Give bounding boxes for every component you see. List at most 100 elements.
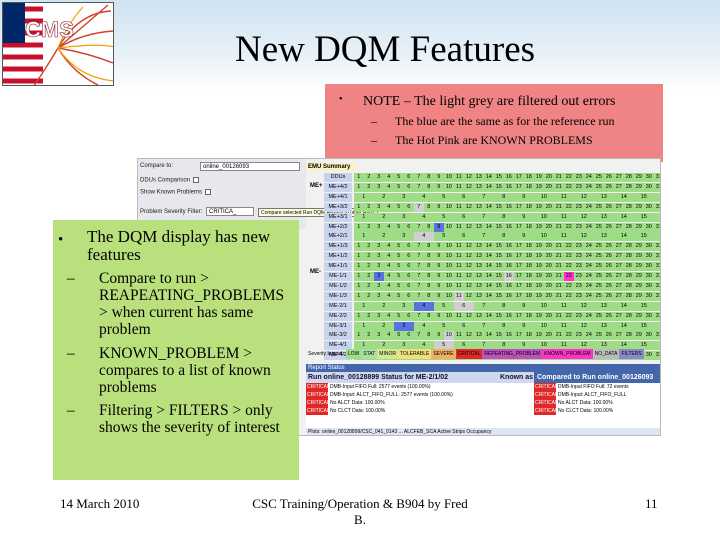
chamber-cell[interactable]: 19 bbox=[534, 222, 544, 232]
chamber-cell[interactable]: 14 bbox=[484, 202, 494, 212]
chamber-cell[interactable]: 2 bbox=[364, 331, 374, 341]
chamber-cell[interactable]: 12 bbox=[464, 222, 474, 232]
chamber-cell[interactable]: 5 bbox=[434, 192, 454, 202]
chamber-cell[interactable]: 4 bbox=[384, 311, 394, 321]
chamber-cell[interactable]: 10 bbox=[534, 212, 554, 222]
chamber-cell[interactable]: 10 bbox=[444, 222, 454, 232]
ddu-cell[interactable]: 1 bbox=[354, 173, 364, 182]
ddu-cell[interactable]: 15 bbox=[494, 173, 504, 182]
ddu-cell[interactable]: 31 bbox=[654, 173, 660, 182]
chamber-cell[interactable]: 28 bbox=[624, 252, 634, 262]
chamber-cell[interactable]: 7 bbox=[474, 192, 494, 202]
chamber-cell[interactable]: 16 bbox=[504, 222, 514, 232]
chamber-cell[interactable]: 27 bbox=[614, 272, 624, 281]
chamber-cell[interactable]: 24 bbox=[584, 281, 594, 291]
chamber-cell[interactable]: 20 bbox=[544, 242, 554, 252]
chamber-row-label[interactable]: ME-1/2 bbox=[324, 281, 352, 291]
chamber-cell[interactable]: 11 bbox=[454, 272, 464, 281]
chamber-cell[interactable]: 7 bbox=[414, 242, 424, 252]
chamber-cell[interactable]: 31 bbox=[654, 331, 660, 341]
severity-legend-item[interactable]: STAT bbox=[361, 349, 378, 359]
chamber-cell[interactable]: 2 bbox=[374, 212, 394, 222]
chamber-cell[interactable]: 10 bbox=[534, 192, 554, 202]
chamber-cell[interactable]: 27 bbox=[614, 311, 624, 321]
chamber-cell[interactable]: 23 bbox=[574, 252, 584, 262]
chamber-cell[interactable]: 19 bbox=[534, 252, 544, 262]
chamber-cell[interactable]: 13 bbox=[474, 311, 484, 321]
chamber-cell[interactable]: 4 bbox=[384, 202, 394, 212]
chamber-cell[interactable]: 31 bbox=[654, 182, 660, 192]
chamber-cell[interactable]: 27 bbox=[614, 242, 624, 252]
chamber-cell[interactable]: 17 bbox=[514, 202, 524, 212]
chamber-cell[interactable]: 3 bbox=[374, 242, 384, 252]
ddu-cell[interactable]: 27 bbox=[614, 173, 624, 182]
chamber-cell[interactable]: 15 bbox=[494, 291, 504, 301]
chamber-cell[interactable]: 26 bbox=[604, 262, 614, 272]
chamber-cell[interactable]: 28 bbox=[624, 272, 634, 281]
chamber-cell[interactable]: 5 bbox=[394, 222, 404, 232]
chamber-cell[interactable]: 29 bbox=[634, 311, 644, 321]
chamber-cell[interactable]: 1 bbox=[354, 192, 374, 202]
chamber-cell[interactable]: 16 bbox=[654, 192, 660, 202]
chamber-cell[interactable]: 9 bbox=[434, 182, 444, 192]
chamber-cell[interactable]: 14 bbox=[614, 232, 634, 242]
chamber-cell[interactable]: 8 bbox=[424, 182, 434, 192]
chamber-cell[interactable]: 1 bbox=[354, 242, 364, 252]
chamber-cell[interactable]: 26 bbox=[604, 202, 614, 212]
chamber-cell[interactable]: 5 bbox=[434, 321, 454, 331]
chamber-cell[interactable]: 26 bbox=[604, 291, 614, 301]
chamber-cell[interactable]: 4 bbox=[384, 252, 394, 262]
chamber-cell[interactable]: 18 bbox=[524, 281, 534, 291]
ddu-cell[interactable]: 16 bbox=[504, 173, 514, 182]
chamber-cell[interactable]: 20 bbox=[544, 281, 554, 291]
chamber-cell[interactable]: 9 bbox=[514, 341, 534, 351]
chamber-cell[interactable]: 3 bbox=[394, 301, 414, 311]
chamber-cell[interactable]: 15 bbox=[494, 182, 504, 192]
chamber-cell[interactable]: 9 bbox=[434, 252, 444, 262]
chamber-cell[interactable]: 1 bbox=[354, 341, 374, 351]
chamber-row-label[interactable]: ME+1/2 bbox=[324, 252, 352, 262]
chamber-cell[interactable]: 12 bbox=[574, 192, 594, 202]
chamber-cell[interactable]: 23 bbox=[574, 202, 584, 212]
chamber-cell[interactable]: 26 bbox=[604, 242, 614, 252]
chamber-cell[interactable]: 15 bbox=[494, 242, 504, 252]
chamber-cell[interactable]: 5 bbox=[394, 252, 404, 262]
chamber-cell[interactable]: 8 bbox=[494, 212, 514, 222]
chamber-cell[interactable]: 20 bbox=[544, 182, 554, 192]
chamber-cell[interactable]: 9 bbox=[434, 242, 444, 252]
chamber-cell[interactable]: 2 bbox=[374, 321, 394, 331]
chamber-cell[interactable]: 23 bbox=[574, 311, 584, 321]
chamber-cell[interactable]: 11 bbox=[554, 232, 574, 242]
chamber-cell[interactable]: 22 bbox=[564, 182, 574, 192]
chamber-row-label[interactable]: ME+2/1 bbox=[324, 232, 352, 242]
chamber-cell[interactable]: 8 bbox=[494, 232, 514, 242]
chamber-cell[interactable]: 7 bbox=[474, 232, 494, 242]
chamber-cell[interactable]: 5 bbox=[394, 311, 404, 321]
chamber-cell[interactable]: 28 bbox=[624, 222, 634, 232]
chamber-cell[interactable]: 13 bbox=[594, 341, 614, 351]
chamber-cell[interactable]: 21 bbox=[554, 252, 564, 262]
chamber-cell[interactable]: 3 bbox=[374, 272, 384, 281]
chamber-cell[interactable]: 27 bbox=[614, 281, 624, 291]
chamber-cell[interactable]: 2 bbox=[374, 192, 394, 202]
chamber-cell[interactable]: 7 bbox=[414, 331, 424, 341]
chamber-cell[interactable]: 3 bbox=[374, 262, 384, 272]
chamber-cell[interactable]: 24 bbox=[584, 202, 594, 212]
chamber-cell[interactable]: 10 bbox=[444, 272, 454, 281]
chamber-cell[interactable]: 21 bbox=[554, 281, 564, 291]
chamber-cell[interactable]: 3 bbox=[394, 341, 414, 351]
ddu-cell[interactable]: 4 bbox=[384, 173, 394, 182]
chamber-cell[interactable]: 8 bbox=[424, 262, 434, 272]
chamber-cell[interactable]: 12 bbox=[574, 301, 594, 311]
ddu-cell[interactable]: 8 bbox=[424, 173, 434, 182]
chamber-cell[interactable]: 26 bbox=[604, 182, 614, 192]
chamber-cell[interactable]: 17 bbox=[514, 272, 524, 281]
chamber-cell[interactable]: 30 bbox=[644, 202, 654, 212]
chamber-cell[interactable]: 10 bbox=[444, 291, 454, 301]
chamber-cell[interactable]: 24 bbox=[584, 252, 594, 262]
chamber-cell[interactable]: 5 bbox=[434, 232, 454, 242]
chamber-cell[interactable]: 14 bbox=[484, 182, 494, 192]
chamber-cell[interactable]: 18 bbox=[524, 331, 534, 341]
chamber-cell[interactable]: 29 bbox=[634, 262, 644, 272]
chamber-cell[interactable]: 5 bbox=[394, 331, 404, 341]
